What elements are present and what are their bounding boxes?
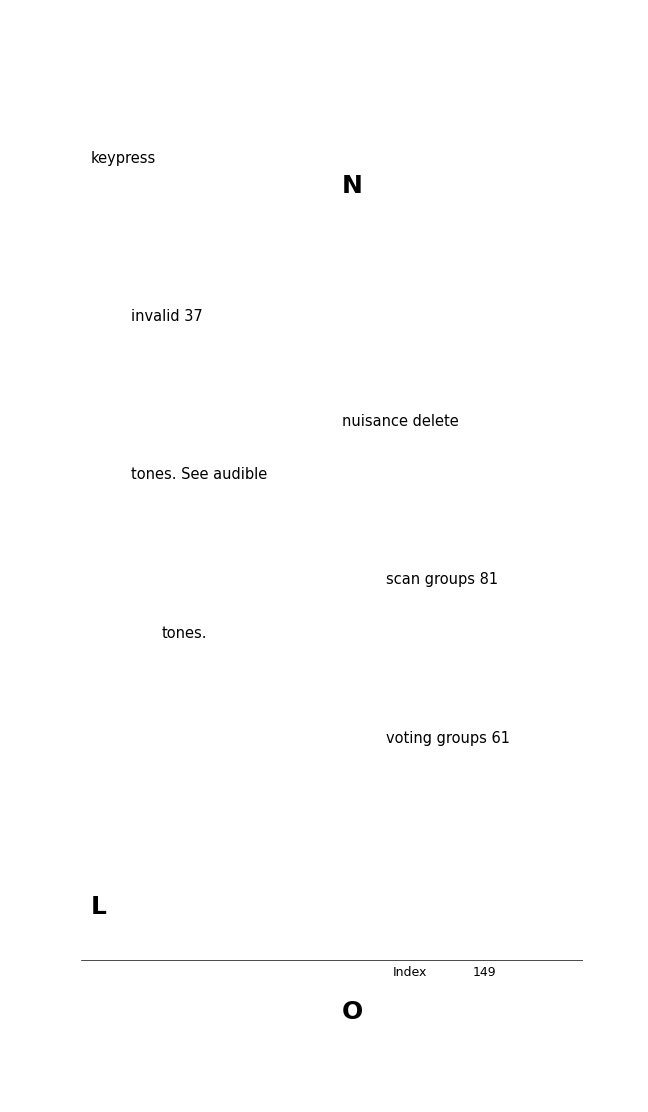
Text: Index: Index — [393, 966, 427, 980]
Text: O: O — [342, 1000, 364, 1024]
Text: 149: 149 — [473, 966, 496, 980]
Text: keypress: keypress — [91, 150, 156, 166]
Text: nuisance delete: nuisance delete — [342, 414, 459, 429]
Text: scan groups 81: scan groups 81 — [386, 573, 498, 587]
Text: invalid 37: invalid 37 — [131, 309, 203, 324]
Text: tones.: tones. — [162, 626, 207, 641]
Text: tones. See audible: tones. See audible — [131, 467, 267, 483]
Text: voting groups 61: voting groups 61 — [386, 731, 509, 746]
Text: N: N — [342, 175, 363, 198]
Text: L: L — [91, 895, 107, 919]
